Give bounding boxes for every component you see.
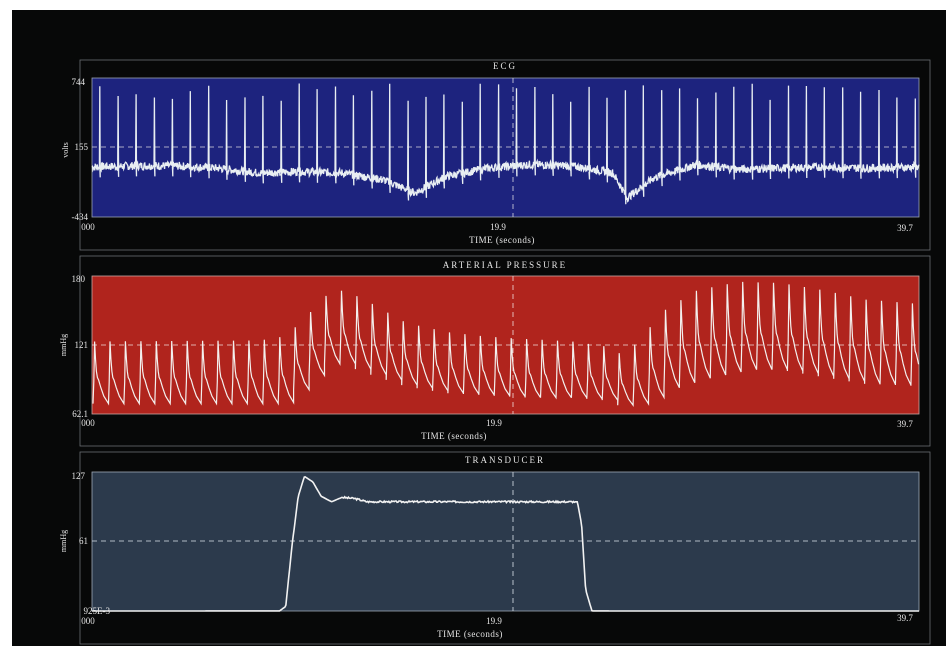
ecg-plot-area	[91, 77, 920, 218]
ecg-panel: ECG 744 155 -434 volts 000 19.9 39.7 TIM…	[61, 59, 931, 251]
ecg-ylabel: volts	[61, 142, 70, 158]
ecg-title: ECG	[493, 61, 517, 71]
arterial-ylabel: mmHg	[59, 334, 68, 356]
arterial-xmid-label: 19.9	[486, 418, 502, 428]
ecg-xmax-label: 39.7	[897, 223, 913, 233]
arterial-ymin-label: 62.1	[72, 409, 88, 419]
transducer-ymax-label: 127	[72, 471, 86, 481]
ecg-ymax-label: 744	[72, 77, 86, 87]
transducer-trace	[92, 476, 919, 612]
transducer-xmax-label: 39.7	[897, 613, 913, 623]
transducer-ylabel: mmHg	[59, 530, 68, 552]
arterial-trace	[92, 281, 920, 408]
arterial-ymid-label: 121	[75, 340, 89, 350]
arterial-ymax-label: 180	[72, 274, 86, 284]
arterial-panel: ARTERIAL PRESSURE 180 121 62.1 mmHg 000 …	[59, 255, 931, 447]
arterial-panel-border	[79, 255, 931, 447]
transducer-plot-area	[91, 471, 920, 612]
transducer-ymin-label: 925E-3	[84, 606, 111, 616]
ecg-xlabel: TIME (seconds)	[469, 235, 535, 245]
transducer-ymid-label: 61	[79, 536, 88, 546]
transducer-panel-border	[79, 451, 931, 645]
transducer-xmid-label: 19.9	[486, 616, 502, 626]
transducer-title: TRANSDUCER	[465, 455, 545, 465]
transducer-panel: TRANSDUCER 127 61 925E-3 mmHg 000 19.9 3…	[59, 451, 931, 645]
arterial-xlabel: TIME (seconds)	[421, 431, 487, 441]
arterial-xmax-label: 39.7	[897, 419, 913, 429]
ecg-panel-border	[79, 59, 931, 251]
ecg-ymid-label: 155	[75, 142, 89, 152]
arterial-x0-label: 000	[81, 418, 95, 428]
arterial-plot-area	[91, 275, 920, 415]
ecg-xmid-label: 19.9	[490, 222, 506, 232]
transducer-x0-label: 000	[81, 616, 95, 626]
ecg-ymin-label: -434	[72, 212, 89, 222]
arterial-title: ARTERIAL PRESSURE	[443, 260, 567, 270]
ecg-trace	[91, 83, 920, 205]
ecg-x0-label: 000	[81, 222, 95, 232]
transducer-xlabel: TIME (seconds)	[437, 629, 503, 639]
